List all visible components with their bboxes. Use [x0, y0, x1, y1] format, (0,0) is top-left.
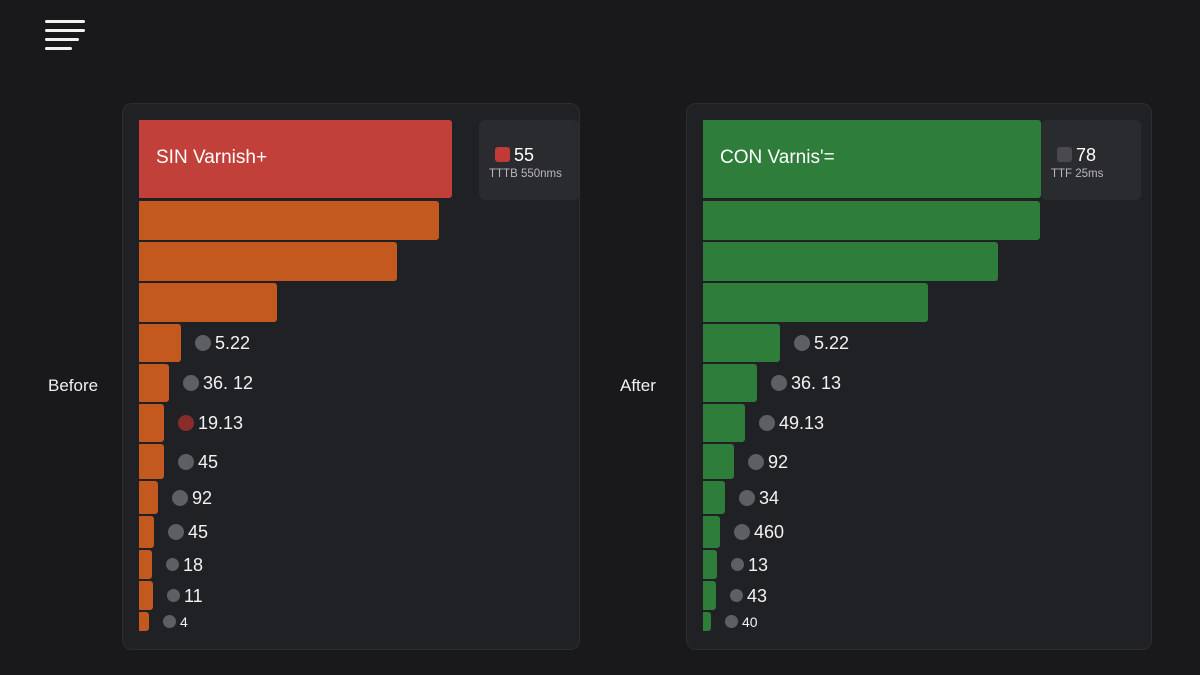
before-value-label: 45 — [188, 522, 209, 542]
after-value-marker — [748, 453, 764, 470]
after-legend-label: TTF 25ms — [1051, 168, 1104, 180]
before-bar-12 — [139, 612, 149, 631]
after-legend-card: 78 TTF 25ms — [1041, 120, 1141, 200]
after-legend-value: 78 — [1076, 145, 1097, 165]
before-title-bar: SIN Varnish+ — [139, 120, 452, 198]
before-bar-4 — [139, 324, 181, 362]
before-chart-title: SIN Varnish+ — [156, 147, 268, 168]
before-bar-11 — [139, 581, 153, 610]
after-value-label: 34 — [759, 487, 780, 508]
after-value-label: 460 — [754, 522, 785, 542]
after-bar-9 — [703, 516, 720, 548]
before-chart-panel: SIN Varnish+ 55 TTTB 550nms 5.22 36. 12 19… — [122, 103, 580, 650]
before-value-marker — [195, 335, 211, 351]
before-bar-1 — [139, 201, 439, 240]
after-value-label: 5.22 — [814, 333, 850, 353]
before-legend-label: TTTB 550nms — [489, 168, 562, 180]
after-bar-1 — [703, 201, 1040, 240]
before-bar-8 — [139, 481, 158, 514]
after-value-marker — [794, 335, 810, 351]
after-legend-swatch — [1057, 147, 1072, 162]
before-value-label: 92 — [192, 487, 213, 508]
before-value-label: 18 — [183, 554, 204, 575]
after-chart-panel: CON Varnis'= 78 TTF 25ms 5.22 36. 13 49.13… — [686, 103, 1152, 650]
before-value-marker — [183, 375, 199, 391]
before-bar-6 — [139, 404, 164, 442]
after-value-label: 36. 13 — [791, 373, 842, 393]
before-value-label: 11 — [184, 585, 203, 606]
before-value-marker — [178, 453, 194, 470]
before-chart-area: SIN Varnish+ 55 TTTB 550nms 5.22 36. 12 19… — [139, 120, 579, 649]
menu-icon[interactable] — [45, 20, 87, 56]
before-bar-5 — [139, 364, 169, 402]
after-bar-2 — [703, 242, 998, 281]
before-bar-9 — [139, 516, 154, 548]
before-value-label: 45 — [198, 451, 219, 472]
after-title-bar: CON Varnis'= — [703, 120, 1041, 198]
before-legend-swatch — [495, 147, 510, 162]
after-value-label: 49.13 — [779, 413, 825, 433]
after-bar-3 — [703, 283, 928, 322]
before-value-label: 19.13 — [198, 413, 244, 433]
before-value-marker — [166, 558, 179, 571]
before-bar-3 — [139, 283, 277, 322]
after-value-label: 43 — [747, 585, 768, 606]
after-bar-7 — [703, 444, 734, 479]
before-value-label: 5.22 — [215, 333, 251, 353]
after-bar-10 — [703, 550, 717, 579]
after-bar-8 — [703, 481, 725, 514]
after-value-marker — [725, 615, 738, 628]
after-bar-4 — [703, 324, 780, 362]
before-bar-10 — [139, 550, 152, 579]
after-chart-area: CON Varnis'= 78 TTF 25ms 5.22 36. 13 49.13… — [703, 120, 1151, 649]
after-value-label: 13 — [748, 554, 769, 575]
after-bar-5 — [703, 364, 757, 402]
after-value-marker — [734, 524, 750, 540]
before-value-label: 36. 12 — [203, 373, 254, 393]
before-value-marker — [178, 415, 194, 431]
before-bar-2 — [139, 242, 397, 281]
after-value-marker — [730, 589, 743, 602]
before-legend-value: 55 — [514, 145, 535, 165]
before-value-marker — [168, 524, 184, 540]
after-chart-title: CON Varnis'= — [720, 147, 835, 168]
after-bar-12 — [703, 612, 711, 631]
after-value-label: 92 — [768, 451, 789, 472]
before-value-marker — [163, 615, 176, 628]
before-label: Before — [48, 376, 99, 395]
after-value-marker — [739, 489, 755, 506]
after-bar-6 — [703, 404, 745, 442]
after-value-marker — [731, 558, 744, 571]
after-label: After — [620, 376, 656, 395]
after-value-marker — [771, 375, 787, 391]
after-value-marker — [759, 415, 775, 431]
after-value-label: 40 — [742, 613, 758, 630]
after-bar-11 — [703, 581, 716, 610]
before-legend-card: 55 TTTB 550nms — [479, 120, 579, 200]
before-value-marker — [167, 589, 180, 602]
before-value-label: 4 — [180, 613, 188, 630]
before-value-marker — [172, 489, 188, 506]
before-bar-7 — [139, 444, 164, 479]
